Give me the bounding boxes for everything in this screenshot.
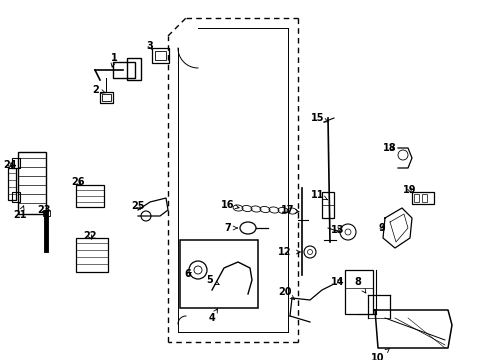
Bar: [100, 92, 113, 103]
Text: 9: 9: [378, 223, 385, 233]
Bar: [413, 194, 418, 202]
Text: 14: 14: [330, 277, 344, 287]
Text: 15: 15: [311, 113, 327, 123]
Bar: [8, 168, 16, 200]
Bar: [18, 152, 46, 214]
Text: 18: 18: [383, 143, 396, 153]
Bar: [321, 192, 333, 218]
Text: 23: 23: [37, 205, 51, 215]
Text: 4: 4: [208, 309, 217, 323]
Text: 12: 12: [278, 247, 300, 257]
Text: 3: 3: [146, 41, 153, 51]
Text: 6: 6: [184, 269, 191, 279]
Text: 11: 11: [311, 190, 327, 200]
Bar: [180, 240, 258, 308]
Text: 24: 24: [3, 160, 17, 170]
Bar: [421, 194, 426, 202]
Text: 20: 20: [278, 287, 294, 300]
Bar: [345, 270, 372, 314]
Text: 21: 21: [13, 206, 27, 220]
Text: 1: 1: [110, 53, 117, 67]
Text: 16: 16: [221, 200, 239, 210]
Text: 7: 7: [224, 223, 237, 233]
Text: 19: 19: [403, 185, 416, 195]
Bar: [127, 58, 141, 80]
Text: 2: 2: [92, 85, 105, 95]
Bar: [155, 51, 165, 60]
Bar: [102, 94, 111, 101]
Bar: [152, 48, 169, 63]
Bar: [43, 210, 50, 216]
Bar: [12, 158, 20, 168]
Bar: [411, 192, 433, 204]
Text: 5: 5: [206, 275, 219, 285]
Bar: [76, 238, 108, 272]
Text: 13: 13: [330, 225, 344, 235]
Bar: [113, 62, 135, 78]
Bar: [12, 192, 20, 202]
Text: 17: 17: [281, 205, 299, 215]
Text: 8: 8: [354, 277, 365, 293]
Text: 10: 10: [370, 348, 389, 360]
Bar: [76, 185, 104, 207]
Text: 25: 25: [131, 201, 144, 211]
Text: 22: 22: [83, 231, 97, 241]
Text: 26: 26: [71, 177, 84, 187]
